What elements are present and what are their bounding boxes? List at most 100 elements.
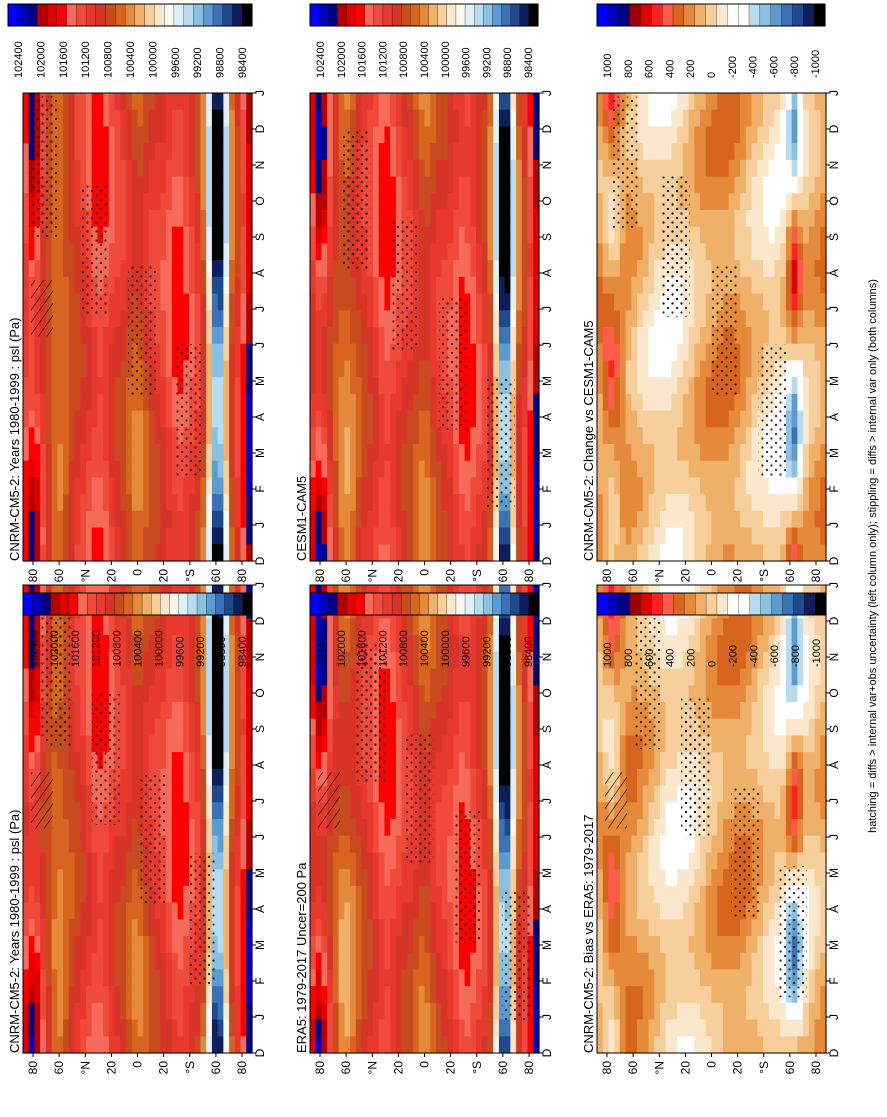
heatmap-cell bbox=[160, 327, 166, 344]
heatmap-cell bbox=[321, 126, 327, 143]
heatmap-cell bbox=[333, 936, 339, 953]
heatmap-cell bbox=[206, 477, 212, 494]
heatmap-cell bbox=[683, 93, 689, 110]
heatmap-cell bbox=[402, 177, 408, 194]
heatmap-cell bbox=[69, 903, 75, 920]
heatmap-cell bbox=[223, 886, 229, 903]
heatmap-cell bbox=[178, 243, 184, 260]
heatmap-cell bbox=[729, 143, 735, 160]
heatmap-cell bbox=[620, 494, 626, 511]
heatmap-cell bbox=[425, 444, 431, 461]
heatmap-cell bbox=[143, 411, 149, 428]
heatmap-cell bbox=[189, 669, 195, 686]
heatmap-cell bbox=[97, 869, 103, 886]
heatmap-cell bbox=[189, 618, 195, 635]
heatmap-cell bbox=[223, 685, 229, 702]
heatmap-cell bbox=[172, 852, 178, 869]
heatmap-cell bbox=[92, 344, 98, 361]
heatmap-cell bbox=[482, 277, 488, 294]
heatmap-cell bbox=[229, 177, 235, 194]
heatmap-cell bbox=[178, 210, 184, 227]
colorbar-label: 99600 bbox=[174, 636, 186, 667]
heatmap-cell bbox=[740, 427, 746, 444]
heatmap-cell bbox=[143, 477, 149, 494]
heatmap-cell bbox=[608, 461, 614, 478]
heatmap-cell bbox=[797, 210, 803, 227]
heatmap-cell bbox=[132, 919, 138, 936]
heatmap-cell bbox=[712, 544, 718, 561]
heatmap-cell bbox=[654, 394, 660, 411]
heatmap-cell bbox=[522, 160, 528, 177]
heatmap-cell bbox=[183, 193, 189, 210]
heatmap-cell bbox=[63, 852, 69, 869]
heatmap-cell bbox=[723, 126, 729, 143]
heatmap-cell bbox=[321, 969, 327, 986]
heatmap-cell bbox=[643, 143, 649, 160]
heatmap-cell bbox=[160, 461, 166, 478]
heatmap-cell bbox=[390, 93, 396, 110]
colorbar-swatch bbox=[337, 4, 347, 26]
heatmap-cell bbox=[367, 394, 373, 411]
heatmap-cell bbox=[402, 528, 408, 545]
heatmap-cell bbox=[723, 160, 729, 177]
heatmap-cell bbox=[40, 953, 46, 970]
heatmap-cell bbox=[138, 685, 144, 702]
heatmap-cell bbox=[671, 528, 677, 545]
heatmap-cell bbox=[430, 160, 436, 177]
heatmap-cell bbox=[356, 360, 362, 377]
heatmap-cell bbox=[430, 528, 436, 545]
heatmap-cell bbox=[396, 193, 402, 210]
heatmap-cell bbox=[740, 411, 746, 428]
heatmap-cell bbox=[138, 528, 144, 545]
heatmap-cell bbox=[46, 919, 52, 936]
heatmap-cell bbox=[321, 294, 327, 311]
colorbar-swatch bbox=[188, 593, 198, 615]
heatmap-cell bbox=[763, 177, 769, 194]
heatmap-cell bbox=[333, 953, 339, 970]
heatmap-cell bbox=[717, 544, 723, 561]
heatmap-cell bbox=[34, 243, 40, 260]
heatmap-cell bbox=[178, 277, 184, 294]
heatmap-cell bbox=[425, 277, 431, 294]
heatmap-cell bbox=[109, 494, 115, 511]
heatmap-cell bbox=[310, 243, 316, 260]
heatmap-cell bbox=[195, 177, 201, 194]
heatmap-cell bbox=[447, 227, 453, 244]
heatmap-cell bbox=[459, 160, 465, 177]
heatmap-cell bbox=[465, 93, 471, 110]
heatmap-cell bbox=[476, 210, 482, 227]
heatmap-cell bbox=[677, 344, 683, 361]
heatmap-cell bbox=[155, 327, 161, 344]
heatmap-cell bbox=[46, 903, 52, 920]
heatmap-cell bbox=[23, 969, 29, 986]
heatmap-cell bbox=[694, 544, 700, 561]
lat-label: 20 bbox=[157, 569, 171, 583]
heatmap-cell bbox=[453, 227, 459, 244]
heatmap-cell bbox=[195, 819, 201, 836]
lat-label: 60 bbox=[209, 569, 223, 583]
heatmap-cell bbox=[23, 719, 29, 736]
heatmap-cell bbox=[166, 260, 172, 277]
heatmap-cell bbox=[327, 1036, 333, 1053]
colorbar-swatch bbox=[213, 4, 223, 26]
heatmap-cell bbox=[430, 461, 436, 478]
heatmap-cell bbox=[717, 411, 723, 428]
heatmap-cell bbox=[442, 210, 448, 227]
colorbar-swatch bbox=[76, 4, 86, 26]
heatmap-cell bbox=[803, 377, 809, 394]
heatmap-cell bbox=[694, 344, 700, 361]
heatmap-cell bbox=[803, 427, 809, 444]
heatmap-cell bbox=[132, 444, 138, 461]
heatmap-cell bbox=[797, 110, 803, 127]
heatmap-cell bbox=[310, 227, 316, 244]
heatmap-cell bbox=[178, 685, 184, 702]
heatmap-cell bbox=[425, 427, 431, 444]
heatmap-cell bbox=[379, 461, 385, 478]
heatmap-cell bbox=[229, 344, 235, 361]
heatmap-cell bbox=[46, 377, 52, 394]
heatmap-cell bbox=[52, 969, 58, 986]
heatmap-cell bbox=[218, 786, 224, 803]
heatmap-cell bbox=[23, 294, 29, 311]
heatmap-cell bbox=[608, 360, 614, 377]
